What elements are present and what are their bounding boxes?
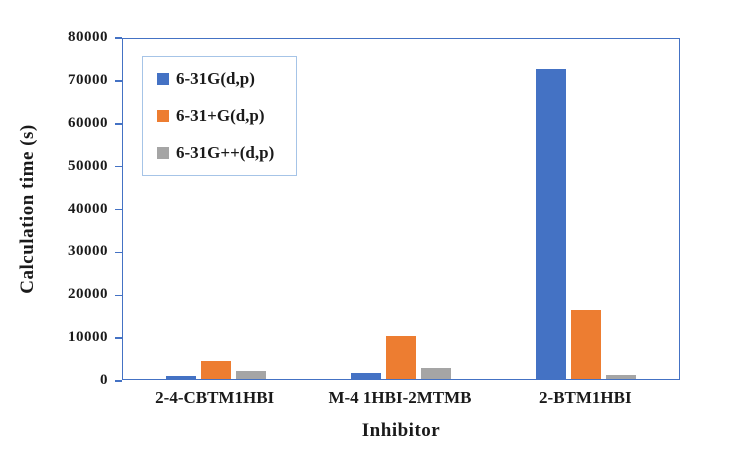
legend-marker-icon [157, 147, 169, 159]
legend-item-6-31G(d,p): 6-31G(d,p) [157, 69, 274, 89]
y-axis-tick-label: 20000 [68, 286, 108, 303]
bar-6-31+G(d,p)-2-4-CBTM1HBI [200, 361, 231, 379]
bar-6-31G(d,p)-2-4-CBTM1HBI [165, 375, 196, 379]
y-axis-tick [115, 37, 122, 39]
legend-label: 6-31G(d,p) [176, 69, 255, 88]
legend: 6-31G(d,p) 6-31+G(d,p) 6-31G++(d,p) [142, 56, 298, 176]
y-axis-tick-label: 30000 [68, 243, 108, 260]
y-axis-tick [115, 165, 122, 168]
y-axis-tick-label: 40000 [68, 200, 108, 217]
y-axis-tick-label: 70000 [68, 71, 108, 88]
y-axis-tick [115, 251, 122, 254]
legend-item-6-31G++(d,p): 6-31G++(d,p) [157, 143, 274, 163]
legend-label: 6-31+G(d,p) [176, 106, 265, 125]
y-axis-tick-label: 10000 [68, 329, 108, 346]
y-axis-tick [115, 208, 122, 211]
x-axis-category-label: M-4 1HBI-2MTMB [328, 388, 472, 407]
y-axis-tick [115, 294, 122, 296]
y-axis-tick [115, 337, 122, 339]
legend-marker-icon [157, 73, 169, 85]
x-axis-category-label: 2-4-CBTM1HBI [155, 388, 275, 407]
bar-6-31G++(d,p)-2-BTM1HBI [606, 374, 637, 379]
legend-item-6-31+G(d,p): 6-31+G(d,p) [157, 106, 274, 126]
bar-6-31G++(d,p)-2-4-CBTM1HBI [235, 371, 266, 379]
legend-marker-icon [157, 110, 169, 122]
x-axis-category-label: 2-BTM1HBI [539, 388, 632, 407]
bar-6-31+G(d,p)-2-BTM1HBI [571, 310, 602, 379]
y-axis-tick-label: 50000 [68, 157, 108, 174]
bar-6-31+G(d,p)-M-4 1HBI-2MTMB [386, 335, 416, 379]
y-axis-tick-label: 0 [100, 372, 108, 388]
bar-6-31G(d,p)-2-BTM1HBI [536, 68, 567, 379]
y-axis-tick [115, 80, 122, 82]
y-axis-tick-label: 60000 [68, 114, 108, 131]
y-axis-tick [115, 123, 122, 125]
legend-label: 6-31G++(d,p) [176, 143, 275, 162]
y-axis-tick-label: 80000 [68, 29, 108, 45]
bar-6-31G(d,p)-M-4 1HBI-2MTMB [351, 372, 381, 379]
bar-6-31G++(d,p)-M-4 1HBI-2MTMB [421, 368, 451, 379]
y-axis-tick [115, 380, 122, 382]
x-axis-title: Inhibitor [361, 420, 441, 441]
